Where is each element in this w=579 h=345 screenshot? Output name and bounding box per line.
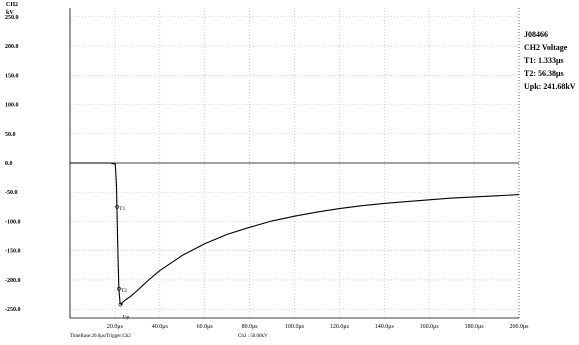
marker-label: T1 <box>119 206 125 212</box>
x-tick-label: 200.0μs <box>509 324 529 330</box>
x-tick-label: 40.0μs <box>152 324 169 330</box>
info-id: J08466 <box>524 30 548 39</box>
marker-label: Up <box>123 315 130 321</box>
trace <box>70 162 520 306</box>
marker-point <box>117 286 121 291</box>
x-tick-label: 140.0μs <box>375 324 395 330</box>
y-tick-label: -250.0 <box>5 307 21 313</box>
y-tick-label: 100.0 <box>5 103 19 109</box>
x-tick-labels: 20.0μs 40.0μs 60.0μs 80.0μs 100.0μs 120.0μs 14… <box>107 324 529 330</box>
marker-point <box>118 302 123 307</box>
y-tick-label: -100.0 <box>5 219 21 225</box>
x-tick-label: 160.0μs <box>420 324 440 330</box>
y-tick-label: 150.0 <box>5 73 19 79</box>
footer-channel-scale: Ch2 : 50.00kV <box>238 334 268 339</box>
footer-timebase: TimeBase:20.0μs/Trigger:Ch2 <box>70 334 131 339</box>
x-tick-label: 60.0μs <box>197 324 214 330</box>
y-tick-label: -50.0 <box>5 190 18 196</box>
x-tick-label: 180.0μs <box>465 324 485 330</box>
info-upk: Upk: 241.68kV <box>524 82 576 91</box>
y-axis-title-channel: CH2 <box>6 2 18 8</box>
marker-point <box>115 204 120 209</box>
grid <box>70 8 519 318</box>
marker-label: T2 <box>121 288 127 294</box>
info-t1: T1: 1.333μs <box>524 56 564 65</box>
x-tick-label: 120.0μs <box>330 324 350 330</box>
y-tick-label: 0.0 <box>5 161 13 167</box>
y-axis-title: CH2 kV <box>6 1 18 17</box>
info-t2: T2: 56.38μs <box>524 69 564 78</box>
info-channel: CH2 Voltage <box>524 43 568 52</box>
y-tick-label: 250.0 <box>5 15 19 21</box>
axes <box>69 8 520 319</box>
x-tick-label: 80.0μs <box>242 324 259 330</box>
y-tick-labels: 250.0 200.0 150.0 100.0 50.0 0.0 -50.0 -100.0 -1… <box>5 15 21 313</box>
x-tick-label: 100.0μs <box>285 324 305 330</box>
y-axis-title-unit: kV <box>6 10 14 16</box>
x-tick-label: 20.0μs <box>107 324 124 330</box>
y-tick-label: -150.0 <box>5 249 21 255</box>
y-tick-label: 50.0 <box>5 132 16 138</box>
y-tick-label: -200.0 <box>5 278 21 284</box>
y-tick-label: 200.0 <box>5 44 19 50</box>
series-line-0 <box>70 162 520 306</box>
markers: T1 T2 Up <box>115 204 130 321</box>
